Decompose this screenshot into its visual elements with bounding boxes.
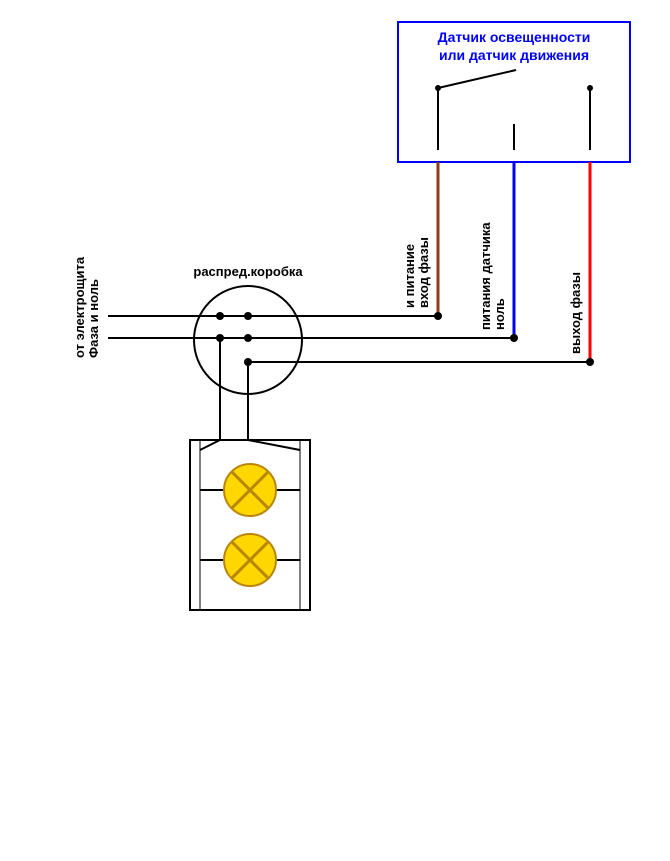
phase-in-wire-label2: и питание (402, 244, 417, 308)
neutral-wire-label2: питания датчика (478, 222, 493, 330)
wiring-diagram: Датчик освещенности или датчик движения и … (0, 0, 670, 861)
sensor-title-2: или датчик движения (439, 47, 589, 63)
junction-box-label: распред.коробка (193, 264, 303, 279)
neutral-wire-label1: ноль (492, 298, 507, 330)
mains-label-1: Фаза и ноль (86, 279, 101, 358)
phase-in-wire-label1: вход фазы (416, 237, 431, 308)
mains-label-2: от электрощита (72, 256, 87, 358)
phase-out-wire-label1: выход фазы (568, 272, 583, 354)
sensor-title-1: Датчик освещенности (438, 29, 591, 45)
